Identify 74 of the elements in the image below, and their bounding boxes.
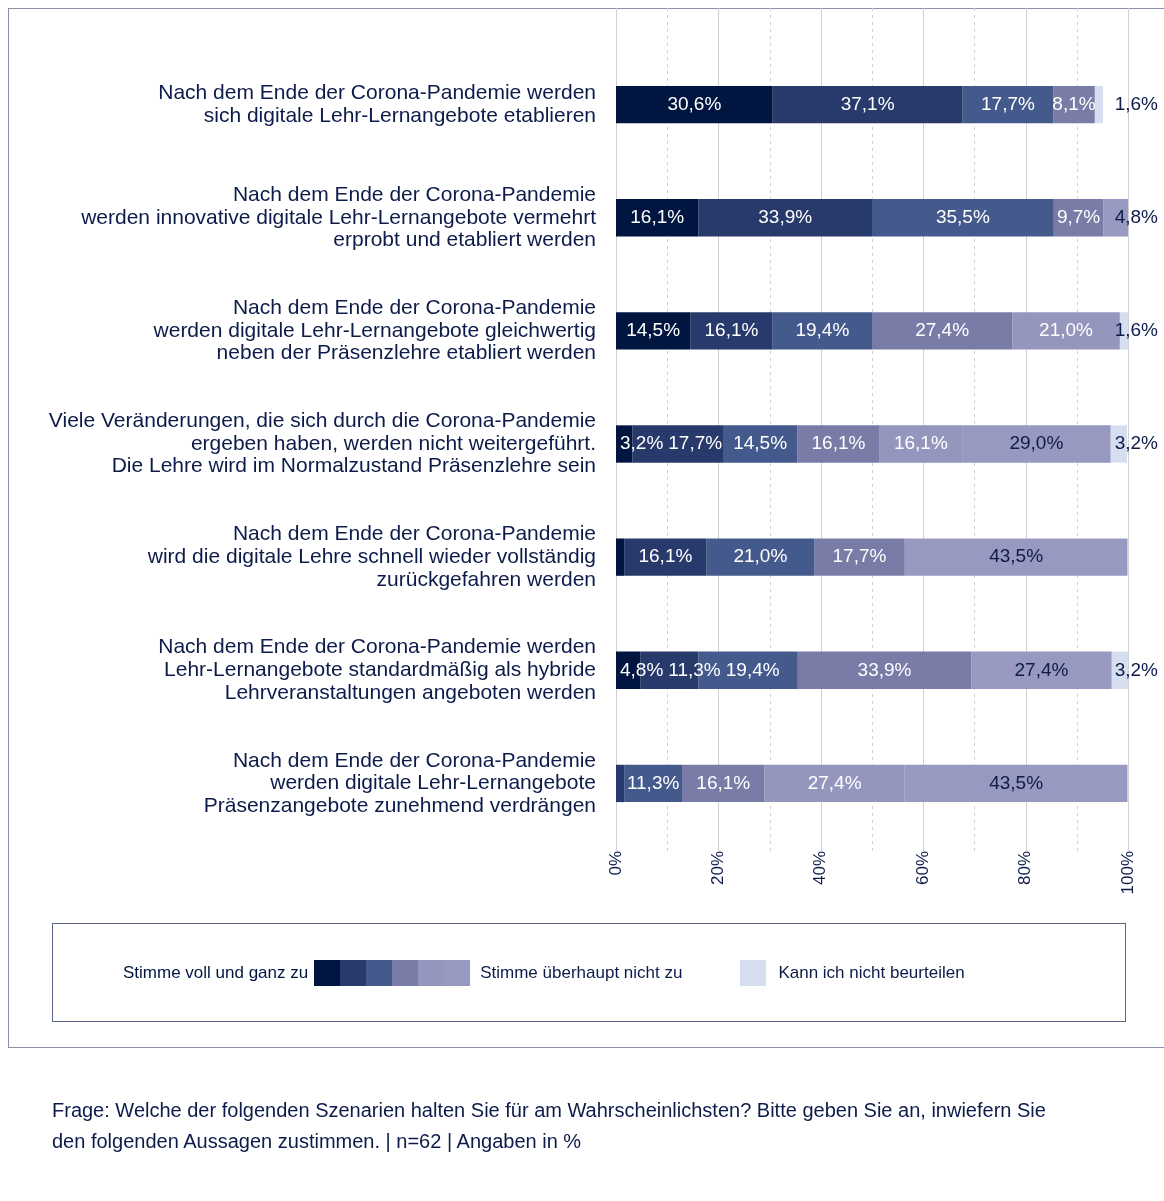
data-label: 1,6%: [1114, 92, 1159, 114]
bar: [971, 651, 1112, 689]
y-tick-label: Viele Veränderungen, die sich durch die Corona-Pandemie ergeben haben, werden nicht weitergeführt. Die Lehre wird im Normalzustand Präsenzlehre sein: [48, 408, 596, 477]
data-label: 35,5%: [935, 205, 990, 227]
bar: [690, 312, 773, 350]
bar: [962, 85, 1054, 124]
y-tick-label: Nach dem Ende der Corona-Pandemie wird die digitale Lehre schnell wieder vollständig zurückgefahren werden: [146, 521, 596, 590]
data-label: 21,0%: [733, 545, 788, 567]
data-label: 27,4%: [807, 771, 862, 793]
bar: [797, 651, 972, 689]
legend-label: Stimme überhaupt nicht zu: [480, 962, 683, 983]
data-label: 16,1%: [704, 319, 759, 341]
data-label: 21,0%: [1039, 319, 1094, 341]
data-label: 4,8%: [1114, 205, 1159, 227]
bar: [616, 85, 773, 124]
data-label: 11,3%: [668, 658, 721, 680]
bar: [616, 764, 625, 803]
data-label: 3,2%: [620, 432, 664, 454]
data-label: 17,7%: [832, 545, 887, 567]
x-tick-label: 20%: [708, 851, 728, 886]
data-label: 30,6%: [667, 92, 722, 114]
x-tick-label: 100%: [1117, 851, 1137, 895]
data-label: 4,8%: [620, 658, 664, 680]
data-label: 8,1%: [1052, 92, 1096, 114]
x-tick-label: 0%: [605, 851, 625, 876]
bar: [772, 312, 872, 350]
bar: [706, 538, 815, 576]
bar: [698, 199, 872, 237]
data-label: 16,1%: [630, 205, 685, 227]
data-label: 16,1%: [811, 432, 866, 454]
data-label: 9,7%: [1056, 205, 1101, 227]
data-label: 16,1%: [893, 432, 948, 454]
data-label: 14,5%: [733, 432, 788, 454]
bar: [872, 312, 1013, 350]
bar: [723, 425, 798, 463]
y-tick-label: Nach dem Ende der Corona-Pandemie werden innovative digitale Lehr-Lernangebote vermehrt erprobt und etabliert werden: [80, 181, 597, 251]
data-label: 33,9%: [857, 658, 912, 680]
bar: [797, 425, 880, 463]
data-label: 3,2%: [1114, 432, 1159, 454]
x-tick-label: 80%: [1015, 851, 1035, 886]
y-tick-label: Nach dem Ende der Corona-Pandemie werden digitale Lehr-Lernangebote Präsenzangebote zunehmend verdrängen: [203, 747, 596, 816]
data-label: 27,4%: [1014, 658, 1069, 680]
y-tick-label: Nach dem Ende der Corona-Pandemie werden digitale Lehr-Lernangebote gleichwertig neben der Präsenzlehre etabliert werden: [152, 294, 596, 364]
x-tick-label: 60%: [912, 851, 932, 886]
data-label: 16,1%: [696, 771, 751, 793]
y-tick-label: Nach dem Ende der Corona-Pandemie werden sich digitale Lehr-Lernangebote etablieren: [158, 80, 596, 126]
bar: [616, 538, 625, 576]
bar: [872, 199, 1054, 237]
y-tick-label: Nach dem Ende der Corona-Pandemie werden Lehr-Lernangebote standardmäßig als hybride Lehrveranstaltungen angeboten werden: [158, 634, 596, 703]
data-label: 11,3%: [626, 771, 680, 793]
bar: [772, 85, 963, 124]
data-label: 17,7%: [668, 432, 723, 454]
data-label: 1,6%: [1114, 319, 1159, 341]
data-label: 19,4%: [795, 319, 850, 341]
data-label: 33,9%: [758, 205, 813, 227]
data-label: 43,5%: [989, 771, 1044, 793]
bar: [1094, 85, 1103, 124]
data-label: 29,0%: [1009, 432, 1064, 454]
x-tick-label: 40%: [810, 851, 830, 886]
text: Frage: Welche der folgenden Szenarien halten Sie für am Wahrscheinlichsten? Bitte geben Sie an, inwiefern Sie den folgenden Aussagen zustimmen. | n=62 | Angaben in %: [52, 1098, 1047, 1154]
bar: [624, 538, 707, 576]
legend-label: Kann ich nicht beurteilen: [778, 962, 965, 983]
bar: [814, 538, 905, 576]
data-label: 19,4%: [725, 658, 780, 680]
data-label: 17,7%: [981, 92, 1035, 114]
data-label: 14,5%: [626, 319, 681, 341]
data-label: 3,2%: [1114, 658, 1159, 680]
text: Stimme voll und ganz zu: [123, 962, 309, 983]
bar: [616, 312, 691, 350]
data-label: 37,1%: [840, 92, 895, 114]
bar: [904, 538, 1128, 576]
data-label: 43,5%: [989, 545, 1044, 567]
data-label: 27,4%: [915, 319, 970, 341]
data-label: 16,1%: [638, 545, 693, 567]
